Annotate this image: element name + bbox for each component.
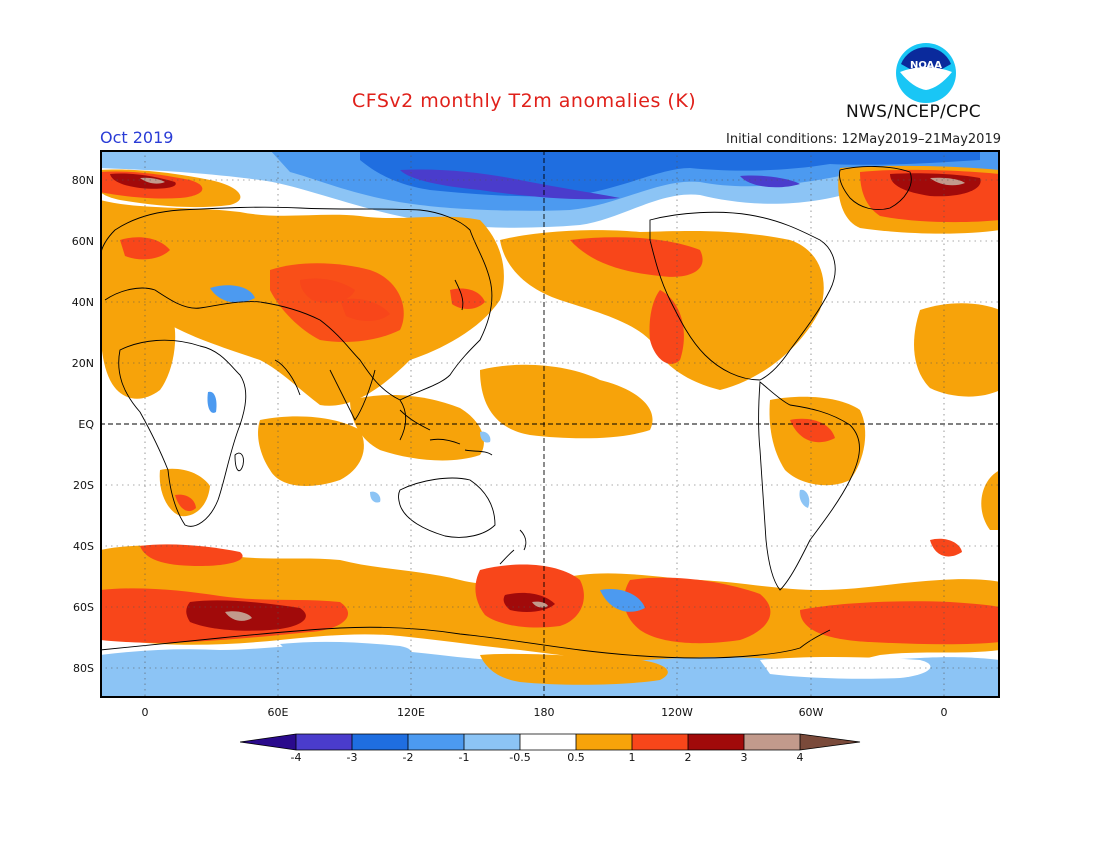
colorbar-bin-2-1 — [408, 734, 464, 750]
colorbar-bin-neutral — [520, 734, 576, 750]
equator-dateline — [100, 150, 1000, 698]
lon-label-60w: 60W — [798, 706, 824, 719]
anomaly-map — [100, 150, 1000, 698]
colorbar-bin-3-4 — [744, 734, 800, 750]
colorbar-bin-lt-4 — [240, 734, 296, 750]
lat-label-20n: 20N — [71, 357, 94, 370]
lat-label-eq: EQ — [78, 418, 94, 431]
colorbar-bin-4-3 — [296, 734, 352, 750]
lat-label-40n: 40N — [71, 296, 94, 309]
colorbar-label-p2: 2 — [684, 751, 692, 764]
lon-label-120w: 120W — [661, 706, 693, 719]
lon-label-180: 180 — [533, 706, 555, 719]
map-frame — [100, 150, 1000, 698]
colorbar-bin-1-2 — [632, 734, 688, 750]
colorbar-label-p4: 4 — [796, 751, 804, 764]
colorbar-label-m2: -2 — [402, 751, 414, 764]
lat-label-80n: 80N — [71, 174, 94, 187]
noaa-logo: NOAA — [896, 43, 956, 103]
colorbar-bin-05-1 — [576, 734, 632, 750]
lat-label-60n: 60N — [71, 235, 94, 248]
lon-label-0-west: 0 — [141, 706, 149, 719]
initial-conditions: Initial conditions: 12May2019–21May2019 — [726, 132, 1001, 147]
forecast-month: Oct 2019 — [100, 128, 174, 147]
lat-label-80s: 80S — [73, 662, 94, 675]
antarctic-cold-region — [100, 641, 1000, 698]
lon-label-0-east: 0 — [940, 706, 948, 719]
colorbar-bin-2-3 — [688, 734, 744, 750]
north-pacific-warm-region — [480, 230, 824, 439]
organization-label: NWS/NCEP/CPC — [846, 102, 981, 122]
colorbar-label-p3: 3 — [740, 751, 748, 764]
lon-label-120e: 120E — [397, 706, 425, 719]
lat-label-20s: 20S — [73, 479, 94, 492]
colorbar-bin-3-2 — [352, 734, 408, 750]
tropical-warm-region — [100, 299, 1000, 530]
colorbar-label-m05: -0.5 — [509, 751, 531, 764]
eurasia-warm-region — [100, 200, 504, 406]
map-title: CFSv2 monthly T2m anomalies (K) — [352, 90, 697, 112]
colorbar-label-m1: -1 — [458, 751, 470, 764]
colorbar-label-p05: 0.5 — [567, 751, 585, 764]
colorbar — [240, 733, 861, 751]
lon-label-60e: 60E — [267, 706, 289, 719]
lat-label-60s: 60S — [73, 601, 94, 614]
coastlines — [100, 166, 912, 659]
colorbar-label-m4: -4 — [290, 751, 302, 764]
colorbar-bin-gt-4 — [800, 734, 860, 750]
colorbar-bin-1-05 — [464, 734, 520, 750]
colorbar-label-m3: -3 — [346, 751, 358, 764]
arctic-cold-region — [100, 150, 1000, 228]
colorbar-label-p1: 1 — [628, 751, 636, 764]
gridlines — [100, 150, 1000, 698]
southern-ocean-warm-region — [100, 538, 1000, 673]
logo-text: NOAA — [910, 60, 942, 71]
lat-label-40s: 40S — [73, 540, 94, 553]
